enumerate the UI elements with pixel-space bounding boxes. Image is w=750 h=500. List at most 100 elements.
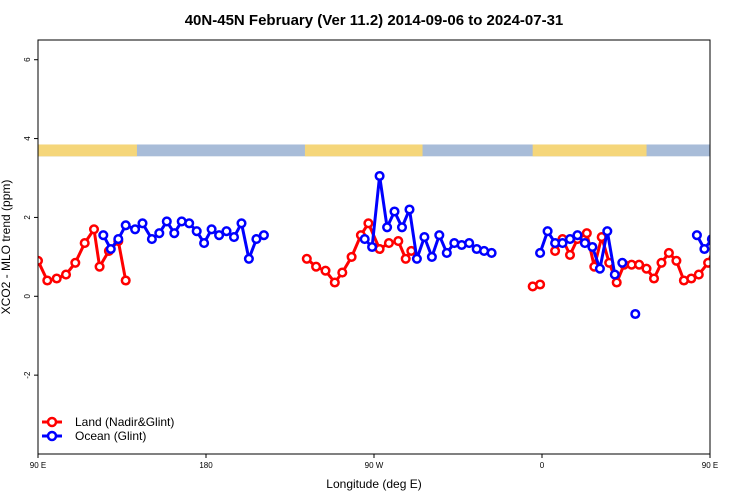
ocean-point-0-4: [130, 224, 141, 235]
land-point-3-15: [663, 247, 674, 258]
legend-land-marker: [46, 416, 58, 428]
ocean-point-0-20: [251, 234, 262, 245]
legend: Land (Nadir&Glint) Ocean (Glint): [42, 415, 174, 443]
strip-land-1: [304, 144, 423, 157]
ocean-point-1-11: [441, 247, 452, 258]
ocean-point-1-7: [411, 253, 422, 264]
legend-ocean-marker: [46, 430, 58, 442]
ocean-point-1-2: [374, 170, 385, 182]
legend-land-label: Land (Nadir&Glint): [75, 415, 174, 429]
ocean-point-0-16: [221, 226, 232, 237]
land-point-1-10: [393, 236, 404, 247]
strip-land-2: [532, 144, 647, 157]
y-tick-label-4: 6: [23, 57, 32, 62]
data-series: [38, 170, 750, 320]
land-point-3-13: [648, 273, 660, 284]
ocean-point-0-18: [236, 218, 247, 229]
y-axis-label: XCO2 - MLO trend (ppm): [0, 180, 13, 315]
land-point-1-7: [363, 218, 374, 229]
y-tick-label-3: 4: [23, 136, 32, 141]
legend-item-ocean: Ocean (Glint): [42, 429, 146, 443]
ocean-point-0-9: [169, 228, 180, 239]
ocean-point-0-21: [258, 230, 269, 241]
land-point-3-4: [581, 228, 592, 239]
land-point-0-3: [60, 269, 72, 280]
legend-item-land: Land (Nadir&Glint): [42, 415, 174, 429]
land-point-3-18: [686, 273, 697, 284]
ocean-point-1-5: [396, 222, 408, 233]
ocean-point-1-10: [434, 230, 445, 241]
ocean-point-1-14: [464, 238, 475, 249]
ocean-point-1-3: [382, 222, 393, 233]
axes: 90 E 180 90 W 0 90 E -2 0 2 4 6: [23, 57, 718, 470]
land-point-3-8: [611, 277, 622, 288]
ocean-point-0-12: [191, 226, 202, 237]
land-point-0-6: [88, 224, 100, 235]
land-point-3-0: [550, 245, 561, 256]
ocean-point-5-6: [742, 235, 750, 243]
land-point-3-14: [656, 257, 667, 268]
ocean-point-0-19: [243, 253, 254, 264]
ocean-point-1-1: [367, 241, 378, 253]
land-point-0-1: [42, 275, 53, 286]
chart-title: 40N-45N February (Ver 11.2) 2014-09-06 t…: [185, 12, 564, 29]
land-point-3-16: [671, 255, 682, 266]
ocean-point-0-5: [137, 218, 148, 229]
land-point-1-11: [400, 253, 411, 264]
ocean-point-0-1: [105, 243, 116, 255]
ocean-point-2-10: [609, 269, 620, 280]
ocean-point-0-15: [214, 230, 225, 241]
ocean-point-1-8: [419, 232, 430, 243]
ocean-point-0-14: [206, 224, 217, 235]
ocean-point-0-7: [154, 228, 165, 239]
ocean-point-5-5: [732, 220, 740, 228]
ocean-point-3-0: [617, 257, 628, 268]
x-tick-label-2: 90 W: [365, 461, 384, 470]
land-point-0-5: [79, 238, 90, 249]
ocean-point-0-11: [184, 218, 195, 229]
ocean-point-2-9: [602, 226, 613, 237]
land-point-3-19: [693, 269, 704, 280]
ocean-point-0-17: [228, 232, 240, 243]
land-point-0-4: [70, 257, 81, 268]
land-point-3-23: [725, 263, 733, 271]
x-tick-label-1: 180: [199, 461, 213, 470]
ocean-point-5-4: [725, 226, 733, 234]
x-tick-label-3: 0: [540, 461, 545, 470]
land-point-3-25: [740, 237, 748, 245]
ocean-point-2-5: [572, 230, 583, 241]
land-point-1-9: [383, 238, 394, 249]
ocean-point-0-2: [113, 234, 124, 245]
x-tick-label-0: 90 E: [30, 461, 46, 470]
land-point-1-1: [311, 261, 322, 272]
ocean-point-5-3: [716, 222, 724, 230]
ocean-point-1-0: [359, 234, 370, 245]
land-point-3-21: [712, 239, 720, 247]
ocean-point-1-6: [404, 204, 415, 215]
ocean-point-4-0: [630, 308, 641, 320]
ocean-point-2-6: [579, 238, 590, 249]
ocean-point-5-0: [691, 230, 702, 241]
land-point-1-5: [346, 251, 357, 262]
series-ocean: [98, 170, 750, 320]
ocean-point-0-0: [98, 230, 109, 241]
ocean-point-2-4: [564, 234, 576, 245]
land-point-3-2: [564, 249, 576, 260]
ocean-point-2-7: [587, 241, 598, 253]
land-point-3-20: [703, 257, 710, 268]
land-point-0-10: [120, 275, 131, 286]
land-point-3-12: [641, 263, 652, 274]
legend-ocean-label: Ocean (Glint): [75, 429, 146, 443]
land-point-3-11: [634, 259, 645, 270]
land-point-0-7: [94, 261, 105, 272]
ocean-point-5-2: [706, 234, 710, 244]
land-point-1-0: [301, 253, 312, 264]
ocean-point-2-0: [535, 247, 546, 258]
ocean-line-segment-5: [695, 234, 710, 251]
x-tick-label-4: 90 E: [702, 461, 718, 470]
x-axis-label: Longitude (deg E): [326, 477, 421, 491]
ocean-point-0-6: [146, 234, 157, 245]
ocean-point-2-3: [557, 238, 568, 249]
ocean-point-1-17: [486, 247, 497, 258]
